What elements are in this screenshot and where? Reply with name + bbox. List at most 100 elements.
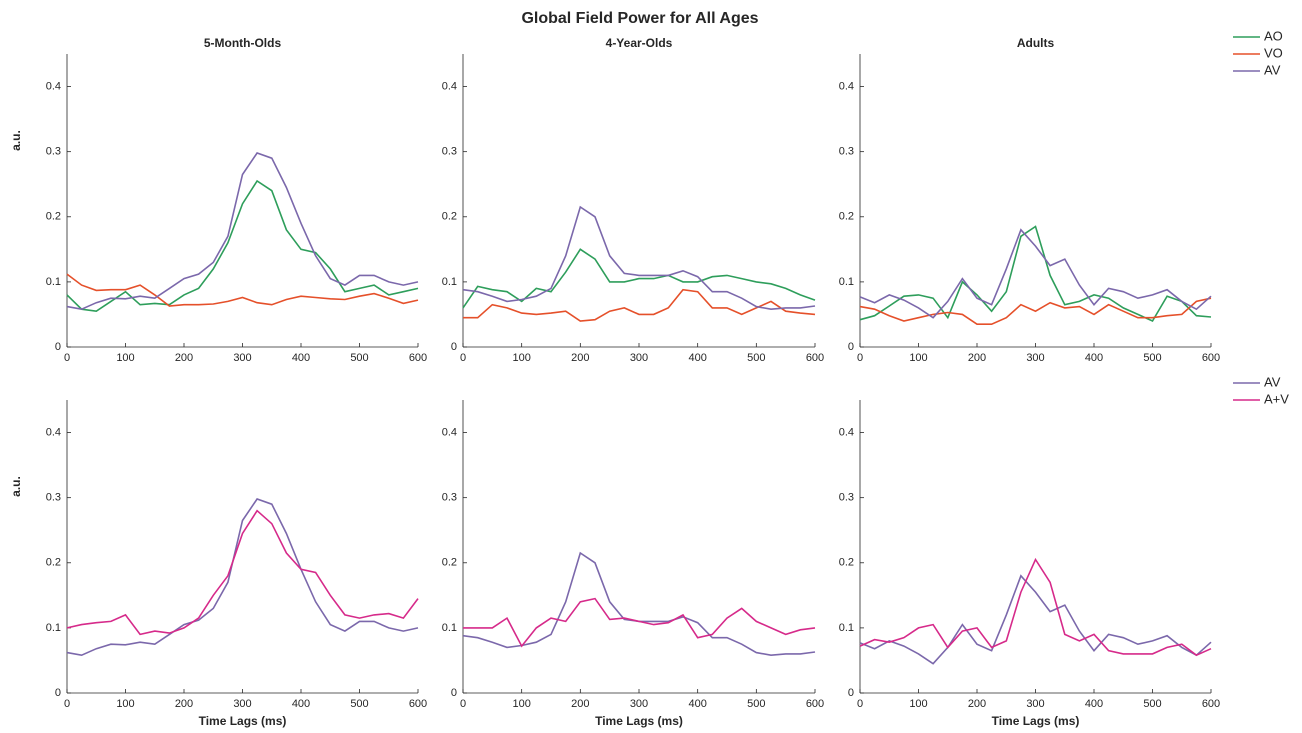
x-tick-label: 100 [116, 698, 134, 710]
x-tick-label: 300 [630, 698, 648, 710]
x-tick-label: 500 [1143, 698, 1161, 710]
x-tick-label: 200 [571, 352, 589, 364]
x-tick-label: 300 [233, 698, 251, 710]
x-tick-label: 200 [968, 698, 986, 710]
legend-label: AO [1264, 28, 1283, 43]
x-tick-label: 600 [1202, 698, 1220, 710]
y-tick-label: 0.4 [46, 426, 61, 438]
x-tick-label: 200 [175, 698, 193, 710]
y-tick-label: 0.2 [46, 211, 61, 223]
x-tick-label: 100 [909, 698, 927, 710]
x-tick-label: 600 [806, 698, 824, 710]
y-tick-label: 0.4 [839, 426, 854, 438]
series-line [859, 228, 1212, 319]
legend-label: AV [1264, 374, 1281, 389]
y-tick-label: 0.1 [46, 276, 61, 288]
x-tick-label: 500 [350, 698, 368, 710]
x-tick-label: 100 [909, 352, 927, 364]
x-tick-label: 100 [512, 698, 530, 710]
y-tick-label: 0.4 [442, 80, 457, 92]
series-line [463, 597, 816, 648]
y-tick-label: 0 [848, 687, 854, 699]
series-line [859, 557, 1212, 657]
x-tick-label: 0 [64, 352, 70, 364]
x-tick-label: 400 [688, 352, 706, 364]
y-tick-label: 0.1 [442, 622, 457, 634]
y-tick-label: 0.4 [442, 426, 457, 438]
series-line [66, 273, 419, 307]
y-tick-label: 0.3 [46, 146, 61, 158]
series-line [859, 225, 1212, 323]
figure-title: Global Field Power for All Ages [521, 10, 758, 27]
y-axis-label: a.u. [9, 476, 23, 497]
series-line [66, 509, 419, 636]
y-tick-label: 0 [55, 687, 61, 699]
y-tick-label: 0 [451, 341, 457, 353]
x-tick-label: 0 [64, 698, 70, 710]
series-line [463, 288, 816, 322]
x-tick-label: 100 [116, 352, 134, 364]
panel-title: 5-Month-Olds [204, 36, 282, 50]
x-tick-label: 500 [747, 698, 765, 710]
legend-label: VO [1264, 45, 1283, 60]
y-tick-label: 0.3 [442, 492, 457, 504]
x-tick-label: 400 [688, 698, 706, 710]
x-tick-label: 0 [857, 352, 863, 364]
series-line [859, 574, 1212, 665]
legend-label: AV [1264, 62, 1281, 77]
x-tick-label: 500 [747, 352, 765, 364]
y-axis-label: a.u. [9, 130, 23, 151]
panel-title: 4-Year-Olds [606, 36, 673, 50]
y-tick-label: 0.3 [46, 492, 61, 504]
x-tick-label: 300 [630, 352, 648, 364]
series-line [859, 297, 1212, 325]
x-tick-label: 300 [1026, 352, 1044, 364]
y-tick-label: 0 [55, 341, 61, 353]
x-tick-label: 600 [409, 352, 427, 364]
y-tick-label: 0.3 [839, 146, 854, 158]
y-tick-label: 0.2 [46, 557, 61, 569]
y-tick-label: 0.4 [46, 80, 61, 92]
x-tick-label: 300 [1026, 698, 1044, 710]
panel-title: Adults [1017, 36, 1055, 50]
series-line [66, 179, 419, 313]
y-tick-label: 0.4 [839, 80, 854, 92]
y-tick-label: 0.2 [442, 557, 457, 569]
y-tick-label: 0.2 [839, 557, 854, 569]
x-axis-label: Time Lags (ms) [199, 714, 287, 728]
series-line [66, 152, 419, 311]
x-tick-label: 400 [292, 698, 310, 710]
x-tick-label: 500 [1143, 352, 1161, 364]
series-line [66, 498, 419, 657]
y-tick-label: 0.3 [442, 146, 457, 158]
x-tick-label: 500 [350, 352, 368, 364]
y-tick-label: 0.1 [46, 622, 61, 634]
x-tick-label: 600 [409, 698, 427, 710]
x-axis-label: Time Lags (ms) [992, 714, 1080, 728]
x-tick-label: 200 [571, 698, 589, 710]
series-line [462, 248, 816, 309]
x-tick-label: 100 [512, 352, 530, 364]
series-line [462, 551, 816, 657]
x-tick-label: 600 [1202, 352, 1220, 364]
x-tick-label: 400 [1085, 352, 1103, 364]
x-tick-label: 0 [460, 698, 466, 710]
x-tick-label: 200 [175, 352, 193, 364]
y-tick-label: 0.1 [839, 622, 854, 634]
x-axis-label: Time Lags (ms) [595, 714, 683, 728]
y-tick-label: 0.2 [839, 211, 854, 223]
series-line [462, 205, 816, 311]
x-tick-label: 200 [968, 352, 986, 364]
y-tick-label: 0.3 [839, 492, 854, 504]
x-tick-label: 0 [857, 698, 863, 710]
y-tick-label: 0 [451, 687, 457, 699]
x-tick-label: 600 [806, 352, 824, 364]
y-tick-label: 0.2 [442, 211, 457, 223]
y-tick-label: 0.1 [442, 276, 457, 288]
x-tick-label: 0 [460, 352, 466, 364]
x-tick-label: 400 [1085, 698, 1103, 710]
x-tick-label: 400 [292, 352, 310, 364]
y-tick-label: 0 [848, 341, 854, 353]
legend-label: A+V [1264, 391, 1289, 406]
